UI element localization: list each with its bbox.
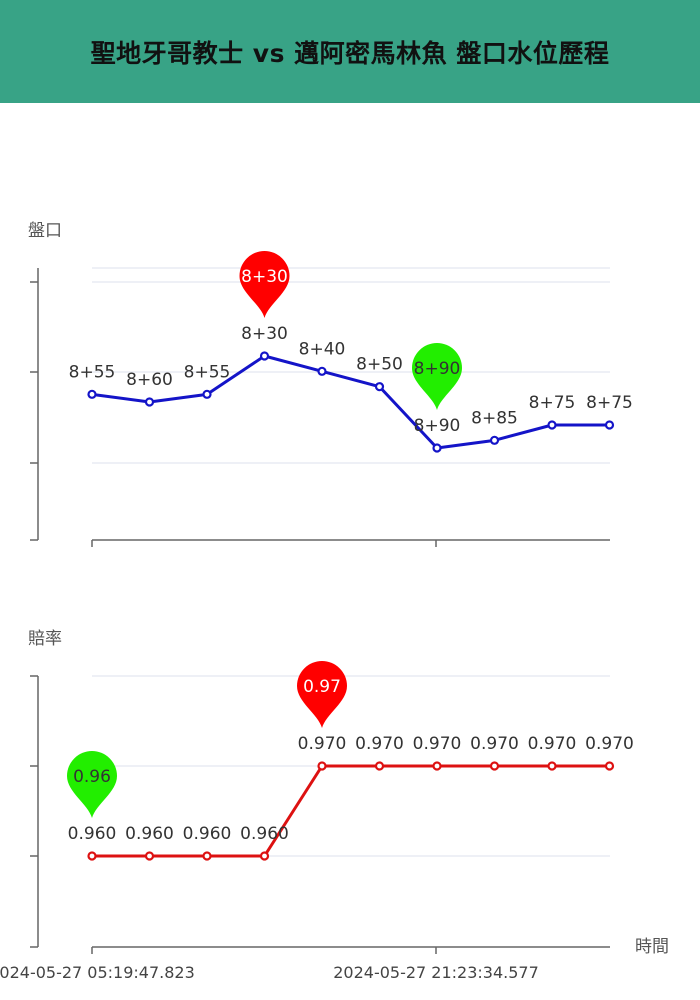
header-bar: 聖地牙哥教士 vs 邁阿密馬林魚 盤口水位歷程 [0, 0, 700, 103]
chart-2-data-point[interactable] [547, 761, 557, 771]
chart-2-max-pin-label: 0.97 [303, 677, 341, 697]
chart-2-max-pin [297, 661, 347, 728]
chart-2-min-marker: 0.96 [67, 751, 117, 818]
chart-2-data-label: 0.960 [240, 824, 289, 844]
chart-2-data-label: 0.970 [585, 734, 634, 754]
chart-2-data-label: 0.970 [298, 734, 347, 754]
chart-1-min-pin [412, 343, 462, 410]
chart-2-data-label: 0.960 [183, 824, 232, 844]
chart-1: 盤口 8+55 8+60 8+55 8+30 8+40 8+50 8+90 8+85 8+75 8… [28, 221, 633, 547]
chart-1-data-label: 8+60 [126, 370, 173, 390]
chart-1-data-label: 8+75 [586, 393, 633, 413]
chart-2-ylabel: 賠率 [28, 629, 62, 649]
chart-1-data-point[interactable] [259, 351, 270, 361]
chart-1-data-label: 8+55 [184, 362, 231, 382]
chart-1-max-marker: 8+30 [239, 251, 290, 318]
chart-1-data-point[interactable] [87, 389, 97, 399]
chart-1-series-line [91, 354, 610, 450]
chart-1-ylabel: 盤口 [28, 221, 62, 241]
chart-1-data-point[interactable] [317, 366, 327, 376]
chart-1-data-label: 8+40 [299, 339, 346, 359]
chart-2-data-point[interactable] [144, 851, 155, 861]
chart-1-data-point[interactable] [432, 443, 442, 453]
chart-1-data-point[interactable] [202, 389, 212, 399]
chart-2-max-marker: 0.97 [297, 661, 347, 728]
chart-1-data-point[interactable] [604, 420, 615, 430]
chart-2-min-pin-label: 0.96 [73, 767, 111, 787]
chart-2-data-point[interactable] [374, 761, 385, 771]
chart-2-data-label: 0.970 [528, 734, 577, 754]
chart-1-min-marker: 8+90 [412, 343, 462, 410]
chart-2-data-point[interactable] [87, 851, 97, 861]
chart-2-min-pin [67, 751, 117, 818]
chart-1-data-point[interactable] [374, 382, 385, 392]
chart-1-data-label: 8+55 [69, 362, 116, 382]
x-tick-label-mid: 2024-05-27 21:23:34.577 [333, 963, 539, 982]
chart-1-data-label: 8+75 [529, 393, 576, 413]
chart-2: 賠率 時間 2024-05-27 05:19:47.823 2024-05-27… [0, 629, 669, 982]
chart-2-data-point[interactable] [489, 761, 500, 771]
chart-1-data-label: 8+85 [471, 408, 518, 428]
chart-1-min-pin-label: 8+90 [414, 359, 461, 379]
chart-1-data-point[interactable] [144, 397, 155, 407]
chart-2-data-label: 0.970 [413, 734, 462, 754]
chart-2-xlabel: 時間 [635, 937, 669, 957]
chart-2-data-label: 0.960 [125, 824, 174, 844]
chart-2-data-label: 0.970 [355, 734, 404, 754]
chart-2-data-point[interactable] [432, 761, 442, 771]
chart-1-data-point[interactable] [547, 420, 557, 430]
page-title: 聖地牙哥教士 vs 邁阿密馬林魚 盤口水位歷程 [90, 38, 610, 68]
chart-1-max-pin [239, 251, 290, 318]
chart-1-data-label: 8+30 [241, 324, 288, 344]
chart-2-data-label: 0.970 [470, 734, 519, 754]
chart-2-data-point[interactable] [259, 851, 270, 861]
chart-1-data-label: 8+90 [414, 416, 461, 436]
chart-2-data-point[interactable] [604, 761, 615, 771]
chart-1-data-label: 8+50 [356, 355, 403, 375]
chart-1-data-point[interactable] [489, 435, 500, 445]
chart-2-data-point[interactable] [202, 851, 212, 861]
chart-2-series-line [92, 764, 610, 858]
chart-2-data-point[interactable] [317, 761, 327, 771]
x-tick-label-start: 2024-05-27 05:19:47.823 [0, 963, 195, 982]
chart-2-data-label: 0.960 [68, 824, 117, 844]
chart-1-max-pin-label: 8+30 [241, 267, 288, 287]
